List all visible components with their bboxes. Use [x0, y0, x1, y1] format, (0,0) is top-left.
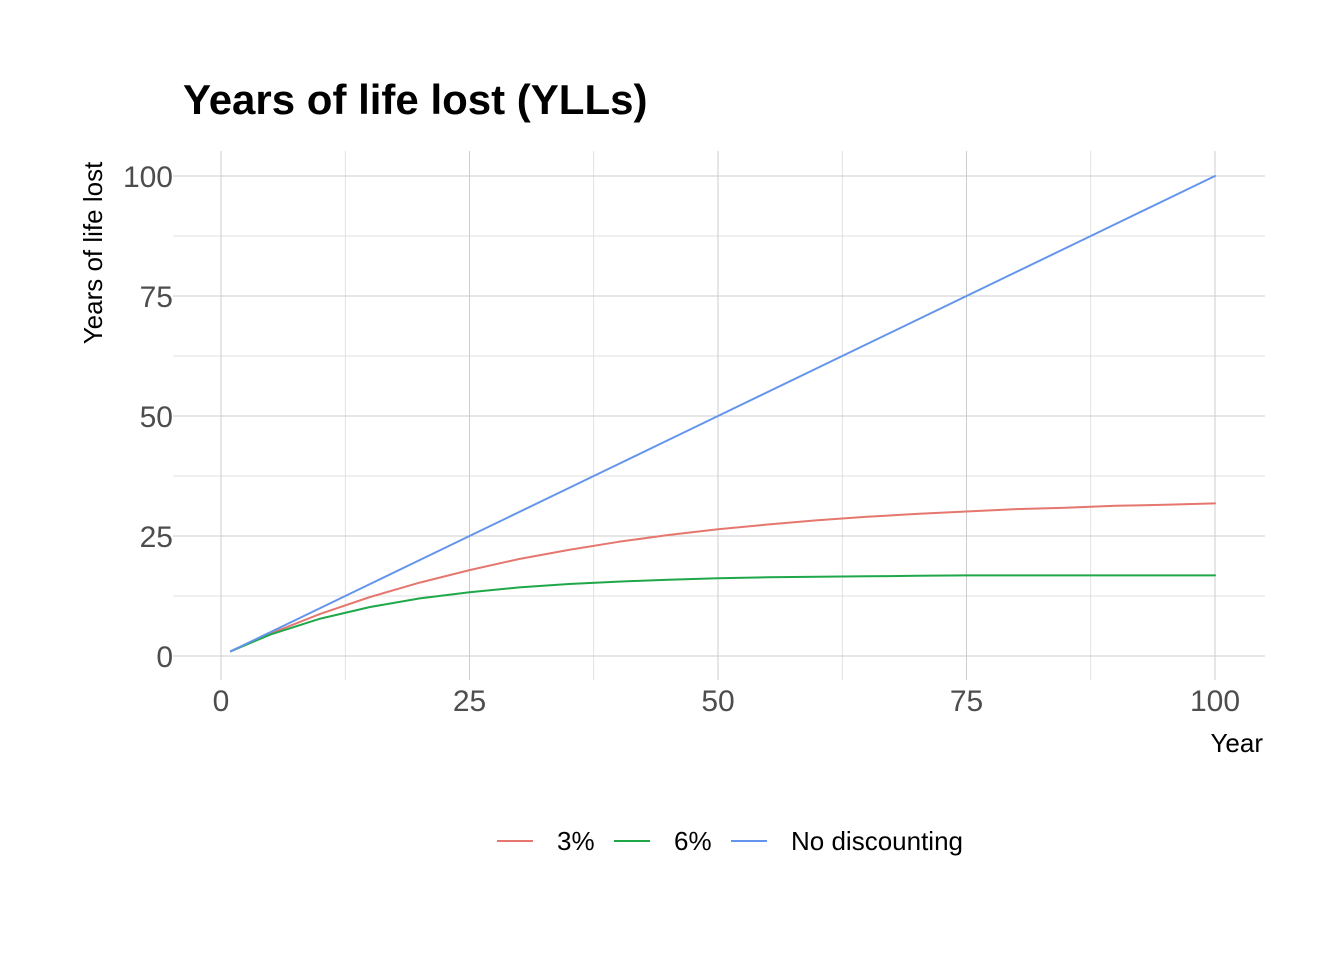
y-axis-title: Years of life lost: [78, 161, 108, 344]
y-tick-label: 100: [123, 161, 173, 194]
series-lines: [229, 175, 1216, 653]
y-tick-label: 75: [140, 281, 173, 314]
chart-title: Years of life lost (YLLs): [183, 76, 647, 123]
legend-label: 3%: [557, 826, 595, 856]
x-axis-ticks: 0 25 50 75 100: [213, 685, 1240, 718]
y-axis-ticks: 0 25 50 75 100: [123, 161, 173, 674]
legend-label: No discounting: [791, 826, 963, 856]
x-tick-label: 25: [453, 685, 486, 718]
x-tick-label: 75: [950, 685, 983, 718]
legend: 3% 6% No discounting: [497, 826, 963, 856]
legend-label: 6%: [674, 826, 712, 856]
series-line: [229, 175, 1216, 653]
x-tick-label: 100: [1190, 685, 1240, 718]
series-line: [229, 502, 1216, 653]
y-tick-label: 25: [140, 521, 173, 554]
y-tick-label: 0: [156, 641, 173, 674]
x-tick-label: 0: [213, 685, 230, 718]
y-tick-label: 50: [140, 401, 173, 434]
gridlines: [173, 151, 1265, 680]
x-axis-title: Year: [1210, 728, 1263, 758]
x-tick-label: 50: [701, 685, 734, 718]
series-line: [229, 574, 1216, 653]
